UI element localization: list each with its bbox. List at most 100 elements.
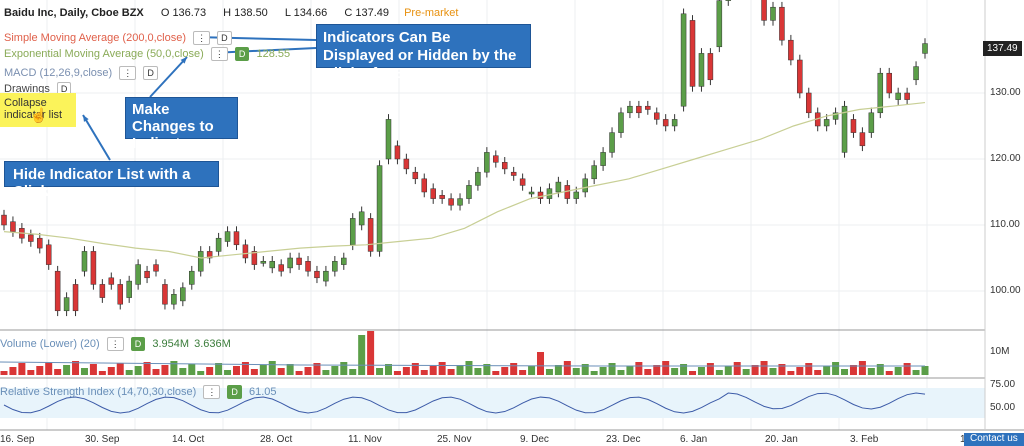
volume-bar [581,364,589,375]
volume-bar [563,361,571,375]
volume-bar [143,362,151,375]
x-axis-label: 9. Dec [520,434,549,445]
macd-menu-button[interactable]: ⋮ [119,66,137,80]
candle-body [269,261,276,269]
ema-value: 128.55 [256,47,291,60]
candle-body [197,251,204,272]
candle-body [877,72,884,114]
macd-indicator-row[interactable]: MACD (12,26,9,close) ⋮ D [4,66,158,80]
candle-body [761,0,767,21]
candle-body [206,251,213,259]
callout-arrow [194,36,317,41]
candle-body [895,92,901,100]
volume-bar [420,370,428,375]
volume-bar [885,371,893,375]
rsi-toggle-button[interactable]: D [227,385,242,399]
volume-bar [680,364,688,375]
collapse-indicator-list-button[interactable]: Collapse indicator list ☝ [0,93,76,127]
ema-indicator-row[interactable]: Exponential Moving Average (50,0,close) … [4,47,290,61]
callout-arrow [149,56,188,98]
arrowhead [83,115,89,122]
candle-body [117,284,123,305]
volume-toggle-button[interactable]: D [130,337,146,351]
volume-bar [232,366,240,375]
volume-bar [98,371,106,375]
rsi-indicator-row[interactable]: Relative Strength Index (14,70,30,close)… [0,385,277,399]
candle-body [806,92,812,114]
volume-bar [224,370,232,375]
ema-toggle-button[interactable]: D [234,47,250,61]
volume-bar [277,368,285,375]
candle-body [37,237,43,249]
price-tick-100: 100.00 [990,285,1021,296]
x-axis-label: 20. Jan [765,434,798,445]
candle-body [45,244,52,265]
volume-bar [876,364,884,375]
volume-bar [393,371,401,375]
volume-bar [778,364,786,375]
volume-bar [456,365,464,375]
sma-indicator-row[interactable]: Simple Moving Average (200,0,close) ⋮ D [4,31,232,45]
candle-body [528,191,535,195]
sma-menu-button[interactable]: ⋮ [193,31,211,45]
x-axis-label: 30. Sep [85,434,120,445]
candle-body [904,92,910,100]
volume-bar [572,368,580,375]
volume-bar [921,366,929,375]
rsi-line [3,392,926,414]
candle-body [689,20,696,87]
volume-menu-button[interactable]: ⋮ [106,337,124,351]
volume-bar [438,362,446,375]
volume-bar [80,368,88,375]
volume-bar [331,366,339,375]
candle-body [510,171,517,176]
volume-indicator-row[interactable]: Volume (Lower) (20) ⋮ D 3.954M 3.636M [0,337,231,351]
drawings-label: Drawings [4,82,50,95]
volume-bar [429,366,437,375]
candle-body [636,105,642,114]
volume-bar [653,365,661,375]
volume-bar [0,371,8,375]
candle-body [823,119,830,127]
volume-bar [733,362,741,375]
candle-body [215,237,222,252]
sma-toggle-button[interactable]: D [217,31,232,45]
drawings-row[interactable]: Drawings D [4,82,72,96]
candle-body [332,261,338,272]
rsi-menu-button[interactable]: ⋮ [203,385,221,399]
volume-bar [179,368,187,375]
candle-body [403,158,410,170]
macd-toggle-button[interactable]: D [143,66,158,80]
candle-body [841,105,848,153]
callout-arrow [211,47,317,54]
candle-body [671,119,678,127]
volume-bar [36,366,44,375]
ema-menu-button[interactable]: ⋮ [210,47,228,61]
candle-body [10,221,16,232]
volume-bar [107,367,115,375]
candle-body [189,270,195,285]
candle-body [242,244,249,259]
x-axis-label: 6. Jan [680,434,708,445]
candle-body [653,112,660,120]
candle-body [1,214,7,226]
sma-label: Simple Moving Average (200,0,close) [4,31,187,44]
volume-bar [760,361,768,375]
high-value: H 138.50 [223,7,268,19]
volume-bar [27,370,35,375]
volume-bar [268,361,276,375]
candle-body [412,171,419,180]
volume-value-2: 3.636M [194,337,231,350]
candle-body [725,0,732,1]
candle-body [260,261,267,264]
candle-body [385,119,392,160]
volume-bar [313,363,321,375]
contact-us-button[interactable]: Contact us [964,433,1024,446]
volume-bar [528,366,536,375]
candle-body [171,294,177,305]
candle-body [448,198,454,206]
candle-body [591,165,597,180]
volume-bar [554,365,562,375]
volume-bar [72,361,80,375]
